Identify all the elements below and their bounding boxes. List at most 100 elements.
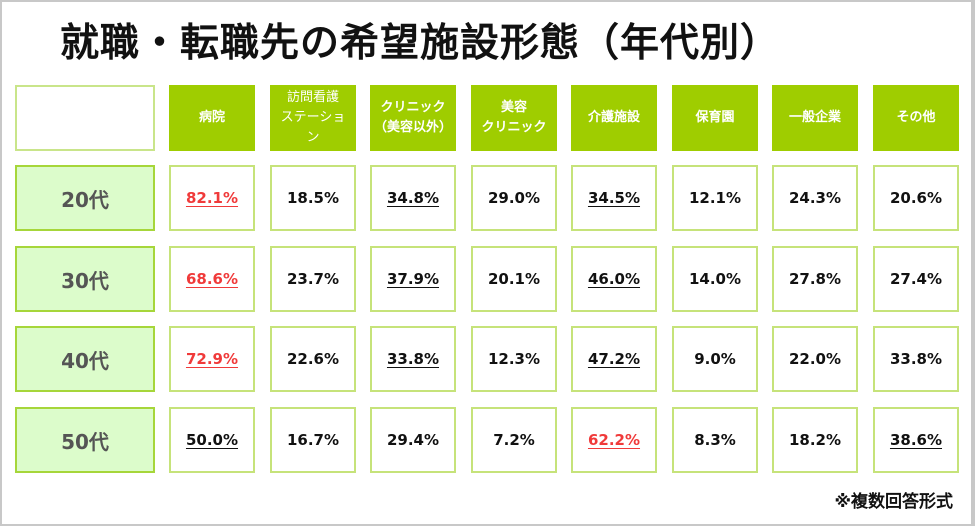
header-line: クリニック bbox=[380, 100, 446, 115]
table-cell: 24.3% bbox=[772, 165, 858, 231]
table-cell: 29.0% bbox=[471, 165, 557, 231]
row-label: 50代 bbox=[15, 407, 155, 473]
cell-value: 34.8% bbox=[386, 189, 440, 207]
table-cell: 12.1% bbox=[672, 165, 758, 231]
table-cell: 20.6% bbox=[873, 165, 959, 231]
table-cell: 9.0% bbox=[672, 326, 758, 392]
table-cell: 38.6% bbox=[873, 407, 959, 473]
column-header: 美容 クリニック bbox=[471, 85, 557, 151]
column-header-label: 美容 クリニック bbox=[481, 98, 546, 138]
cell-value: 20.1% bbox=[487, 270, 541, 288]
cell-value: 22.0% bbox=[788, 350, 842, 368]
cell-value: 34.5% bbox=[587, 189, 641, 207]
table-cell: 62.2% bbox=[571, 407, 657, 473]
table-cell: 29.4% bbox=[370, 407, 456, 473]
header-line: 病院 bbox=[198, 110, 225, 125]
cell-value: 46.0% bbox=[587, 270, 641, 288]
table-cell: 22.0% bbox=[772, 326, 858, 392]
column-header-label: 病院 bbox=[199, 108, 225, 128]
cell-value: 14.0% bbox=[688, 270, 742, 288]
column-header-label: 一般企業 bbox=[789, 108, 841, 128]
header-line: 介護施設 bbox=[587, 110, 640, 125]
footnote: ※複数回答形式 bbox=[834, 492, 953, 512]
table-cell: 8.3% bbox=[672, 407, 758, 473]
cell-value: 29.0% bbox=[487, 189, 541, 207]
page-title: 就職・転職先の希望施設形態（年代別） bbox=[60, 21, 781, 66]
cell-value: 82.1% bbox=[185, 189, 239, 207]
column-header: その他 bbox=[873, 85, 959, 151]
cell-value: 38.6% bbox=[889, 431, 943, 449]
table-cell: 27.4% bbox=[873, 246, 959, 312]
column-header-label: 保育園 bbox=[695, 108, 734, 128]
column-header: クリニック （美容以外） bbox=[370, 85, 456, 151]
cell-value: 9.0% bbox=[694, 350, 736, 368]
table-cell: 68.6% bbox=[169, 246, 255, 312]
header-line: 保育園 bbox=[695, 110, 735, 125]
header-line: ステーショ bbox=[280, 110, 346, 125]
table-cell: 33.8% bbox=[370, 326, 456, 392]
header-line: 美容 bbox=[500, 100, 527, 115]
table-cell: 50.0% bbox=[169, 407, 255, 473]
column-header-label: その他 bbox=[896, 108, 935, 128]
column-header: 病院 bbox=[169, 85, 255, 151]
column-header: 訪問看護ステーション bbox=[270, 85, 356, 151]
header-line: 訪問看護 bbox=[286, 90, 339, 105]
table-cell: 34.8% bbox=[370, 165, 456, 231]
header-line: その他 bbox=[896, 110, 936, 125]
column-header: 保育園 bbox=[672, 85, 758, 151]
row-label: 40代 bbox=[15, 326, 155, 392]
table-cell: 46.0% bbox=[571, 246, 657, 312]
cell-value: 37.9% bbox=[386, 270, 440, 288]
cell-value: 68.6% bbox=[185, 270, 239, 288]
table-cell: 22.6% bbox=[270, 326, 356, 392]
cell-value: 12.3% bbox=[487, 350, 541, 368]
table-cell: 27.8% bbox=[772, 246, 858, 312]
cell-value: 12.1% bbox=[688, 189, 742, 207]
cell-value: 20.6% bbox=[889, 189, 943, 207]
table-cell: 23.7% bbox=[270, 246, 356, 312]
cell-value: 18.5% bbox=[286, 189, 340, 207]
header-line: クリニック bbox=[481, 120, 547, 135]
column-header: 介護施設 bbox=[571, 85, 657, 151]
cell-value: 18.2% bbox=[788, 431, 842, 449]
cell-value: 16.7% bbox=[286, 431, 340, 449]
table-cell: 16.7% bbox=[270, 407, 356, 473]
table-cell: 33.8% bbox=[873, 326, 959, 392]
table-cell: 18.2% bbox=[772, 407, 858, 473]
table-cell: 72.9% bbox=[169, 326, 255, 392]
table-cell: 34.5% bbox=[571, 165, 657, 231]
cell-value: 33.8% bbox=[386, 350, 440, 368]
cell-value: 7.2% bbox=[493, 431, 535, 449]
column-header-label: 訪問看護ステーション bbox=[281, 88, 346, 148]
cell-value: 27.4% bbox=[889, 270, 943, 288]
cell-value: 22.6% bbox=[286, 350, 340, 368]
table-cell: 82.1% bbox=[169, 165, 255, 231]
column-header-label: クリニック （美容以外） bbox=[374, 98, 452, 138]
header-line: 一般企業 bbox=[788, 110, 841, 125]
table-cell: 47.2% bbox=[571, 326, 657, 392]
cell-value: 50.0% bbox=[185, 431, 239, 449]
cell-value: 47.2% bbox=[587, 350, 641, 368]
table-cell: 7.2% bbox=[471, 407, 557, 473]
table-cell: 20.1% bbox=[471, 246, 557, 312]
table-cell: 12.3% bbox=[471, 326, 557, 392]
table-cell: 18.5% bbox=[270, 165, 356, 231]
table-cell: 14.0% bbox=[672, 246, 758, 312]
cell-value: 24.3% bbox=[788, 189, 842, 207]
cell-value: 8.3% bbox=[694, 431, 736, 449]
row-label: 20代 bbox=[15, 165, 155, 231]
column-header: 一般企業 bbox=[772, 85, 858, 151]
cell-value: 27.8% bbox=[788, 270, 842, 288]
header-line: ン bbox=[306, 130, 320, 145]
header-line: （美容以外） bbox=[374, 120, 453, 135]
cell-value: 33.8% bbox=[889, 350, 943, 368]
column-header-label: 介護施設 bbox=[588, 108, 640, 128]
cell-value: 29.4% bbox=[386, 431, 440, 449]
row-label: 30代 bbox=[15, 246, 155, 312]
corner-cell bbox=[15, 85, 155, 151]
cell-value: 23.7% bbox=[286, 270, 340, 288]
cell-value: 62.2% bbox=[587, 431, 641, 449]
cell-value: 72.9% bbox=[185, 350, 239, 368]
table-cell: 37.9% bbox=[370, 246, 456, 312]
